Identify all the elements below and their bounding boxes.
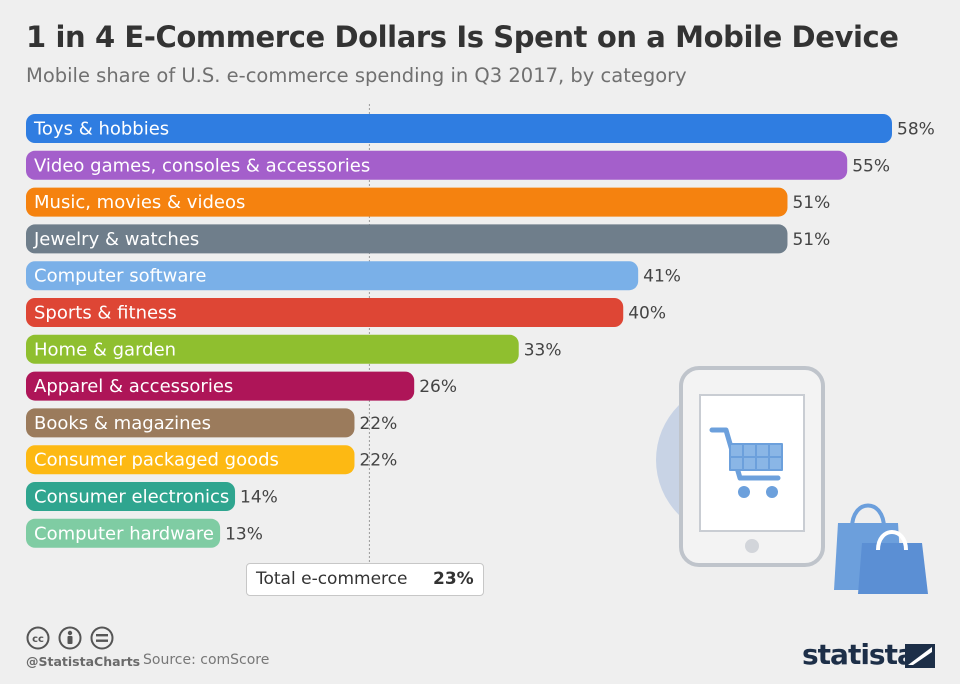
bar-category-label: Toys & hobbies — [33, 119, 169, 140]
total-ecommerce-box: Total e-commerce 23% — [246, 563, 484, 596]
bar-row: Toys & hobbies 58% — [26, 114, 935, 143]
bar-row: Consumer electronics 14% — [26, 482, 278, 511]
bar-category-label: Computer software — [34, 266, 207, 287]
bar-row: Video games, consoles & accessories 55% — [26, 150, 890, 180]
bar-category-label: Music, movies & videos — [34, 192, 245, 213]
bar-category-label: Consumer electronics — [34, 487, 229, 508]
shopping-cart-icon — [709, 427, 783, 498]
nd-icon — [90, 626, 114, 650]
bar — [26, 334, 519, 364]
chart-title: 1 in 4 E-Commerce Dollars Is Spent on a … — [26, 20, 899, 54]
statista-logo: statista — [802, 638, 916, 671]
bar-value-label: 14% — [240, 488, 278, 508]
bar — [26, 224, 788, 254]
bar — [26, 187, 788, 217]
mobile-shopping-illustration — [656, 366, 928, 594]
bar-value-label: 40% — [628, 304, 666, 324]
total-ecommerce-label: Total e-commerce — [256, 569, 408, 589]
bar — [26, 150, 848, 180]
bar — [26, 518, 221, 548]
bar-category-label: Home & garden — [34, 339, 176, 360]
bar-category-label: Consumer packaged goods — [34, 450, 279, 471]
bar-category-label: Computer hardware — [34, 523, 214, 544]
bar-row: Consumer packaged goods 22% — [26, 445, 397, 475]
bar — [26, 261, 639, 291]
bar — [26, 445, 355, 475]
bar-row: Apparel & accessories 26% — [26, 371, 457, 401]
bars-group: Toys & hobbies 58% Video games, consoles &… — [26, 114, 935, 548]
total-ecommerce-value: 23% — [433, 569, 474, 589]
twitter-handle: @StatistaCharts — [26, 654, 141, 669]
bar-value-label: 13% — [225, 524, 263, 544]
bar-value-label: 33% — [524, 340, 562, 360]
bar-value-label: 41% — [643, 267, 681, 287]
bar-row: Home & garden 33% — [26, 334, 562, 364]
bar-category-label: Video games, consoles & accessories — [34, 155, 370, 176]
bar — [26, 371, 415, 401]
by-icon — [58, 626, 82, 650]
svg-text:cc: cc — [32, 634, 44, 645]
bar-category-label: Sports & fitness — [34, 303, 177, 324]
bar — [26, 408, 355, 438]
bar-row: Jewelry & watches 51% — [26, 224, 830, 254]
bar-row: Computer software 41% — [26, 261, 681, 291]
shopping-bags-icon — [834, 503, 928, 594]
bar-category-label: Books & magazines — [34, 413, 211, 434]
bar-category-label: Apparel & accessories — [34, 376, 233, 397]
bar-value-label: 51% — [792, 230, 830, 250]
bar — [26, 298, 624, 327]
smartphone-home-button — [745, 539, 759, 553]
bar — [26, 482, 236, 511]
bar-value-label: 55% — [852, 156, 890, 176]
license-icons: cc — [26, 626, 114, 650]
bar-category-label: Jewelry & watches — [33, 229, 199, 250]
source-note: Source: comScore — [143, 652, 270, 668]
chart-subtitle: Mobile share of U.S. e-commerce spending… — [26, 64, 687, 87]
bar-value-label: 58% — [897, 120, 935, 140]
statista-logo-mark — [905, 644, 935, 668]
bar — [26, 114, 892, 143]
bar-row: Music, movies & videos 51% — [26, 187, 830, 217]
bar-value-label: 26% — [419, 377, 457, 397]
cc-icon: cc — [26, 626, 50, 650]
bar-value-label: 22% — [359, 414, 397, 434]
bar-row: Sports & fitness 40% — [26, 298, 666, 327]
bar-value-label: 22% — [359, 451, 397, 471]
bar-value-label: 51% — [792, 193, 830, 213]
bar-row: Computer hardware 13% — [26, 518, 263, 548]
bar-row: Books & magazines 22% — [26, 408, 397, 438]
